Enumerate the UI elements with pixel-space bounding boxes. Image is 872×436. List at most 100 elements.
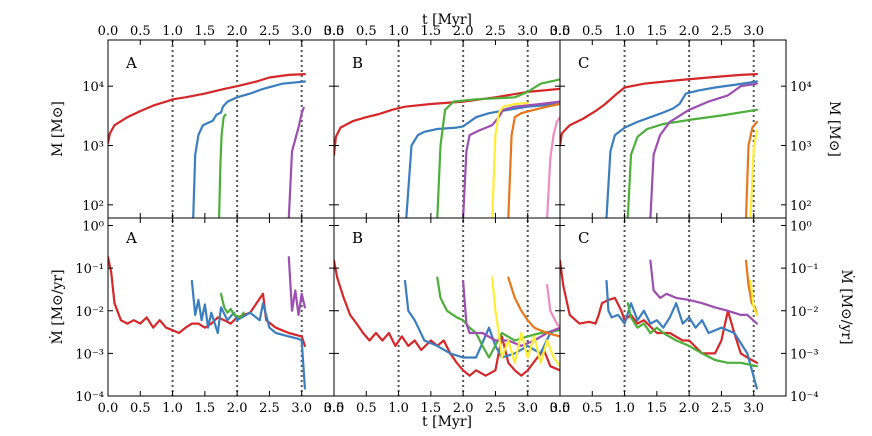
series-mdot-B-purple [462, 279, 560, 347]
x-tick-label-top: 0.5 [356, 24, 377, 39]
series-mdot-B-green [436, 276, 560, 359]
x-tick-label-top: 2.0 [453, 24, 474, 39]
x-tick-label-bottom: 2.5 [259, 401, 280, 416]
y-tick-label-bottom-left: 10⁻² [75, 305, 104, 320]
x-tick-label-top: 0.0 [98, 24, 119, 39]
y-tick-label-bottom-right: 10⁻³ [790, 347, 819, 362]
x-tick-label-bottom: 1.0 [388, 401, 409, 416]
x-axis-label-bottom: t [Myr] [422, 414, 472, 430]
x-tick-label-top: 1.5 [421, 24, 442, 39]
x-tick-label-top: 0.5 [582, 24, 603, 39]
y-tick-label-top-left: 10³ [82, 140, 104, 155]
y-tick-label-bottom-right: 10⁻⁴ [790, 390, 819, 405]
series-mass-C-orange [744, 120, 758, 218]
axis-ticks: 0.0 0.0 0.5 0.5 1.0 1.0 1.5 1.5 2.0 2.0 2.5 2.5 3.0 3… [75, 24, 818, 416]
series-mass-B-green [436, 78, 560, 218]
series-mass-A-red [108, 73, 306, 145]
panel-label-top-A: A [125, 54, 137, 72]
x-tick-label-top: 2.5 [259, 24, 280, 39]
y-tick-label-top-left: 10² [82, 199, 104, 214]
x-tick-label-top: 2.0 [679, 24, 700, 39]
series-mdot-B-blue [403, 279, 560, 359]
panel-frame-bottom-1 [333, 217, 561, 397]
x-tick-label-bottom: 3.0 [291, 401, 312, 416]
x-tick-label-bottom: 2.0 [679, 401, 700, 416]
panel-label-bottom-A: A [125, 229, 137, 247]
panel-C-mass-series [560, 73, 758, 218]
y-axis-label-bottom-right: Ṁ [M⊙/yr] [838, 269, 856, 344]
x-tick-label-bottom: 0.5 [356, 401, 377, 416]
series-mdot-B-red [334, 259, 560, 377]
series-mass-B-red [334, 87, 560, 156]
y-tick-label-bottom-right: 10⁻² [790, 305, 819, 320]
x-tick-label-top: 0.0 [550, 24, 571, 39]
x-tick-label-top: 1.0 [162, 24, 183, 39]
x-tick-label-top: 1.0 [614, 24, 635, 39]
series-mdot-A-blue [190, 279, 306, 390]
series-mdot-C-yellow [749, 279, 758, 316]
series-mdot-B-yellow [491, 276, 560, 368]
series-mass-C-red [560, 73, 758, 147]
x-tick-label-bottom: 1.5 [421, 401, 442, 416]
x-tick-label-bottom: 1.0 [162, 401, 183, 416]
series-mass-A-blue [192, 80, 306, 218]
panel-B-mdot-series [334, 259, 560, 377]
x-tick-label-top: 1.0 [388, 24, 409, 39]
series-mass-B-yellow [491, 101, 529, 218]
y-tick-label-bottom-left: 10⁰ [82, 220, 104, 235]
series-mass-A-purple [287, 106, 305, 218]
x-tick-label-top: 0.0 [324, 24, 345, 39]
series-mdot-A-purple [287, 256, 306, 316]
x-tick-label-bottom: 0.5 [582, 401, 603, 416]
y-axis-label-top-left: M [M⊙] [50, 101, 66, 157]
series-mass-C-blue [605, 80, 758, 218]
series-mass-B-orange [507, 102, 560, 218]
series-mdot-C-blue [605, 279, 758, 390]
x-tick-label-bottom: 3.5 [550, 401, 571, 416]
panel-labels: A A B B C C [125, 54, 589, 247]
series-mdot-B-pink [546, 284, 560, 329]
x-tick-label-top: 2.5 [711, 24, 732, 39]
panel-label-top-C: C [578, 54, 589, 72]
series-mass-C-yellow [749, 129, 758, 218]
panel-label-top-B: B [352, 54, 363, 72]
x-tick-label-top: 3.0 [517, 24, 538, 39]
series-mass-C-green [626, 108, 758, 218]
series-mdot-B-orange [507, 276, 560, 338]
y-tick-label-bottom-left: 10⁻⁴ [75, 390, 104, 405]
series-mdot-C-purple [649, 259, 758, 325]
series-mdot-C-red [560, 259, 758, 364]
x-tick-label-bottom: 3.0 [517, 401, 538, 416]
x-tick-label-bottom: 1.5 [195, 401, 216, 416]
panel-C-mdot-series [560, 259, 758, 390]
x-tick-label-bottom: 0.0 [324, 401, 345, 416]
x-tick-label-bottom: 1.0 [614, 401, 635, 416]
x-tick-label-top: 3.0 [291, 24, 312, 39]
y-tick-label-top-left: 10⁴ [82, 80, 104, 95]
x-tick-label-top: 3.0 [743, 24, 764, 39]
series-mass-C-purple [649, 82, 758, 218]
panel-B-mass-series [334, 78, 560, 218]
panel-label-bottom-B: B [352, 229, 363, 247]
x-axis-label-top: t [Myr] [422, 12, 472, 28]
x-tick-label-top: 2.0 [227, 24, 248, 39]
series-mass-A-green [218, 113, 227, 218]
x-tick-label-top: 3.5 [550, 24, 571, 39]
x-tick-label-top: 3.5 [324, 24, 345, 39]
x-tick-label-top: 2.5 [485, 24, 506, 39]
y-axis-label-bottom-left: Ṁ [M⊙/yr] [48, 269, 66, 344]
series-mass-B-purple [462, 100, 560, 218]
y-tick-label-bottom-right: 10⁰ [790, 220, 812, 235]
y-tick-label-bottom-left: 10⁻³ [75, 347, 104, 362]
panel-A-mass-series [108, 73, 306, 218]
y-tick-label-bottom-right: 10⁻¹ [790, 262, 819, 277]
panel-frame-top-0 [107, 39, 335, 219]
x-tick-label-bottom: 2.0 [227, 401, 248, 416]
x-tick-label-bottom: 3.0 [743, 401, 764, 416]
y-tick-label-bottom-left: 10⁻¹ [75, 262, 104, 277]
x-tick-label-top: 1.5 [195, 24, 216, 39]
series-mass-B-blue [405, 102, 560, 218]
x-tick-label-bottom: 1.5 [647, 401, 668, 416]
x-tick-label-bottom: 0.0 [98, 401, 119, 416]
x-tick-label-bottom: 0.0 [550, 401, 571, 416]
